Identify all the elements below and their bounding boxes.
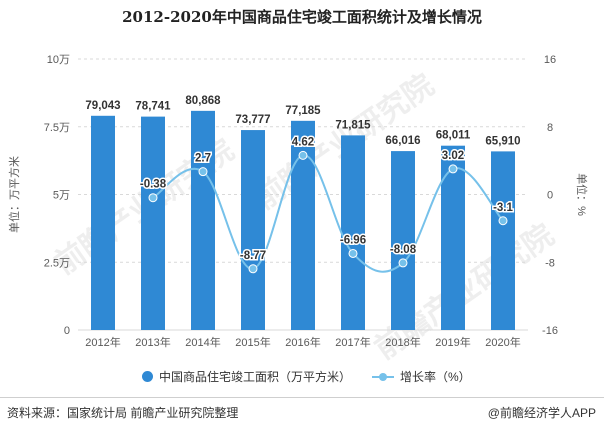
growth-point xyxy=(348,248,358,258)
bar xyxy=(141,116,165,330)
growth-point xyxy=(298,150,308,160)
growth-value-label: 3.02 xyxy=(442,150,464,162)
growth-point xyxy=(498,216,508,226)
left-axis-tick-label: 5万 xyxy=(53,190,70,202)
left-axis-title: 单位：万平方米 xyxy=(7,156,21,233)
growth-point xyxy=(398,258,408,268)
bar-value-label: 66,016 xyxy=(385,135,420,147)
x-axis-tick-label: 2017年 xyxy=(335,335,370,349)
right-axis-tick-label: -8 xyxy=(545,257,555,269)
x-axis-tick-label: 2014年 xyxy=(185,335,220,349)
growth-point xyxy=(198,167,208,177)
growth-value-label: 2.7 xyxy=(195,153,211,165)
growth-value-label: -6.96 xyxy=(340,234,366,246)
growth-value-label: -8.77 xyxy=(240,250,266,262)
bar-value-label: 73,777 xyxy=(235,114,270,126)
growth-point xyxy=(148,193,158,203)
right-axis-tick-label: 0 xyxy=(547,190,553,202)
legend-item-line: 增长率（%） xyxy=(372,368,471,385)
brand-credit: @前瞻经济学人APP xyxy=(487,406,596,420)
growth-value-label: 4.62 xyxy=(292,136,314,148)
x-axis-tick-label: 2020年 xyxy=(485,335,520,349)
bar-value-label: 68,011 xyxy=(436,130,471,142)
legend-line-label: 增长率（%） xyxy=(400,370,471,384)
x-axis-tick-label: 2015年 xyxy=(235,335,270,349)
bar-value-label: 65,910 xyxy=(485,135,520,147)
chart-legend: 中国商品住宅竣工面积（万平方米） 增长率（%） xyxy=(0,368,604,388)
left-axis-tick-label: 2.5万 xyxy=(44,257,70,269)
right-axis-tick-label: 16 xyxy=(544,54,556,66)
bar xyxy=(491,151,515,330)
legend-bar-label: 中国商品住宅竣工面积（万平方米） xyxy=(159,370,352,384)
left-axis-tick-label: 7.5万 xyxy=(44,122,70,134)
bar xyxy=(391,151,415,330)
bar-value-label: 71,815 xyxy=(335,119,371,131)
right-axis-tick-label: 8 xyxy=(547,122,553,134)
growth-value-label: -0.38 xyxy=(140,179,167,191)
x-axis-tick-label: 2019年 xyxy=(435,335,470,349)
footer-divider xyxy=(0,397,604,398)
bar xyxy=(341,135,365,330)
growth-value-label: -8.08 xyxy=(390,244,417,256)
growth-value-label: -3.1 xyxy=(493,202,513,214)
bar xyxy=(191,110,215,330)
bar xyxy=(91,115,115,330)
bar-value-label: 77,185 xyxy=(285,105,321,117)
legend-line-swatch xyxy=(372,372,394,381)
x-axis-tick-label: 2016年 xyxy=(285,335,320,349)
source-note: 资料来源：国家统计局 前瞻产业研究院整理 xyxy=(7,406,239,420)
x-axis-tick-label: 2018年 xyxy=(385,335,420,349)
right-axis-tick-label: -16 xyxy=(542,325,558,337)
bar-value-label: 79,043 xyxy=(85,100,120,112)
growth-point xyxy=(248,264,258,274)
x-axis-tick-label: 2013年 xyxy=(135,335,170,349)
right-axis-title: 单位：% xyxy=(575,173,589,216)
x-axis-tick-label: 2012年 xyxy=(85,335,120,349)
chart-title: 2012-2020年中国商品住宅竣工面积统计及增长情况 xyxy=(122,8,482,26)
bar-value-label: 78,741 xyxy=(135,101,171,113)
legend-item-bar: 中国商品住宅竣工面积（万平方米） xyxy=(142,368,351,385)
left-axis-tick-label: 0 xyxy=(64,325,70,337)
growth-point xyxy=(448,164,458,174)
legend-bar-swatch xyxy=(142,371,153,382)
bar-value-label: 80,868 xyxy=(185,95,221,107)
growth-line xyxy=(152,154,504,273)
left-axis-tick-label: 10万 xyxy=(47,54,70,66)
bar xyxy=(241,130,265,330)
